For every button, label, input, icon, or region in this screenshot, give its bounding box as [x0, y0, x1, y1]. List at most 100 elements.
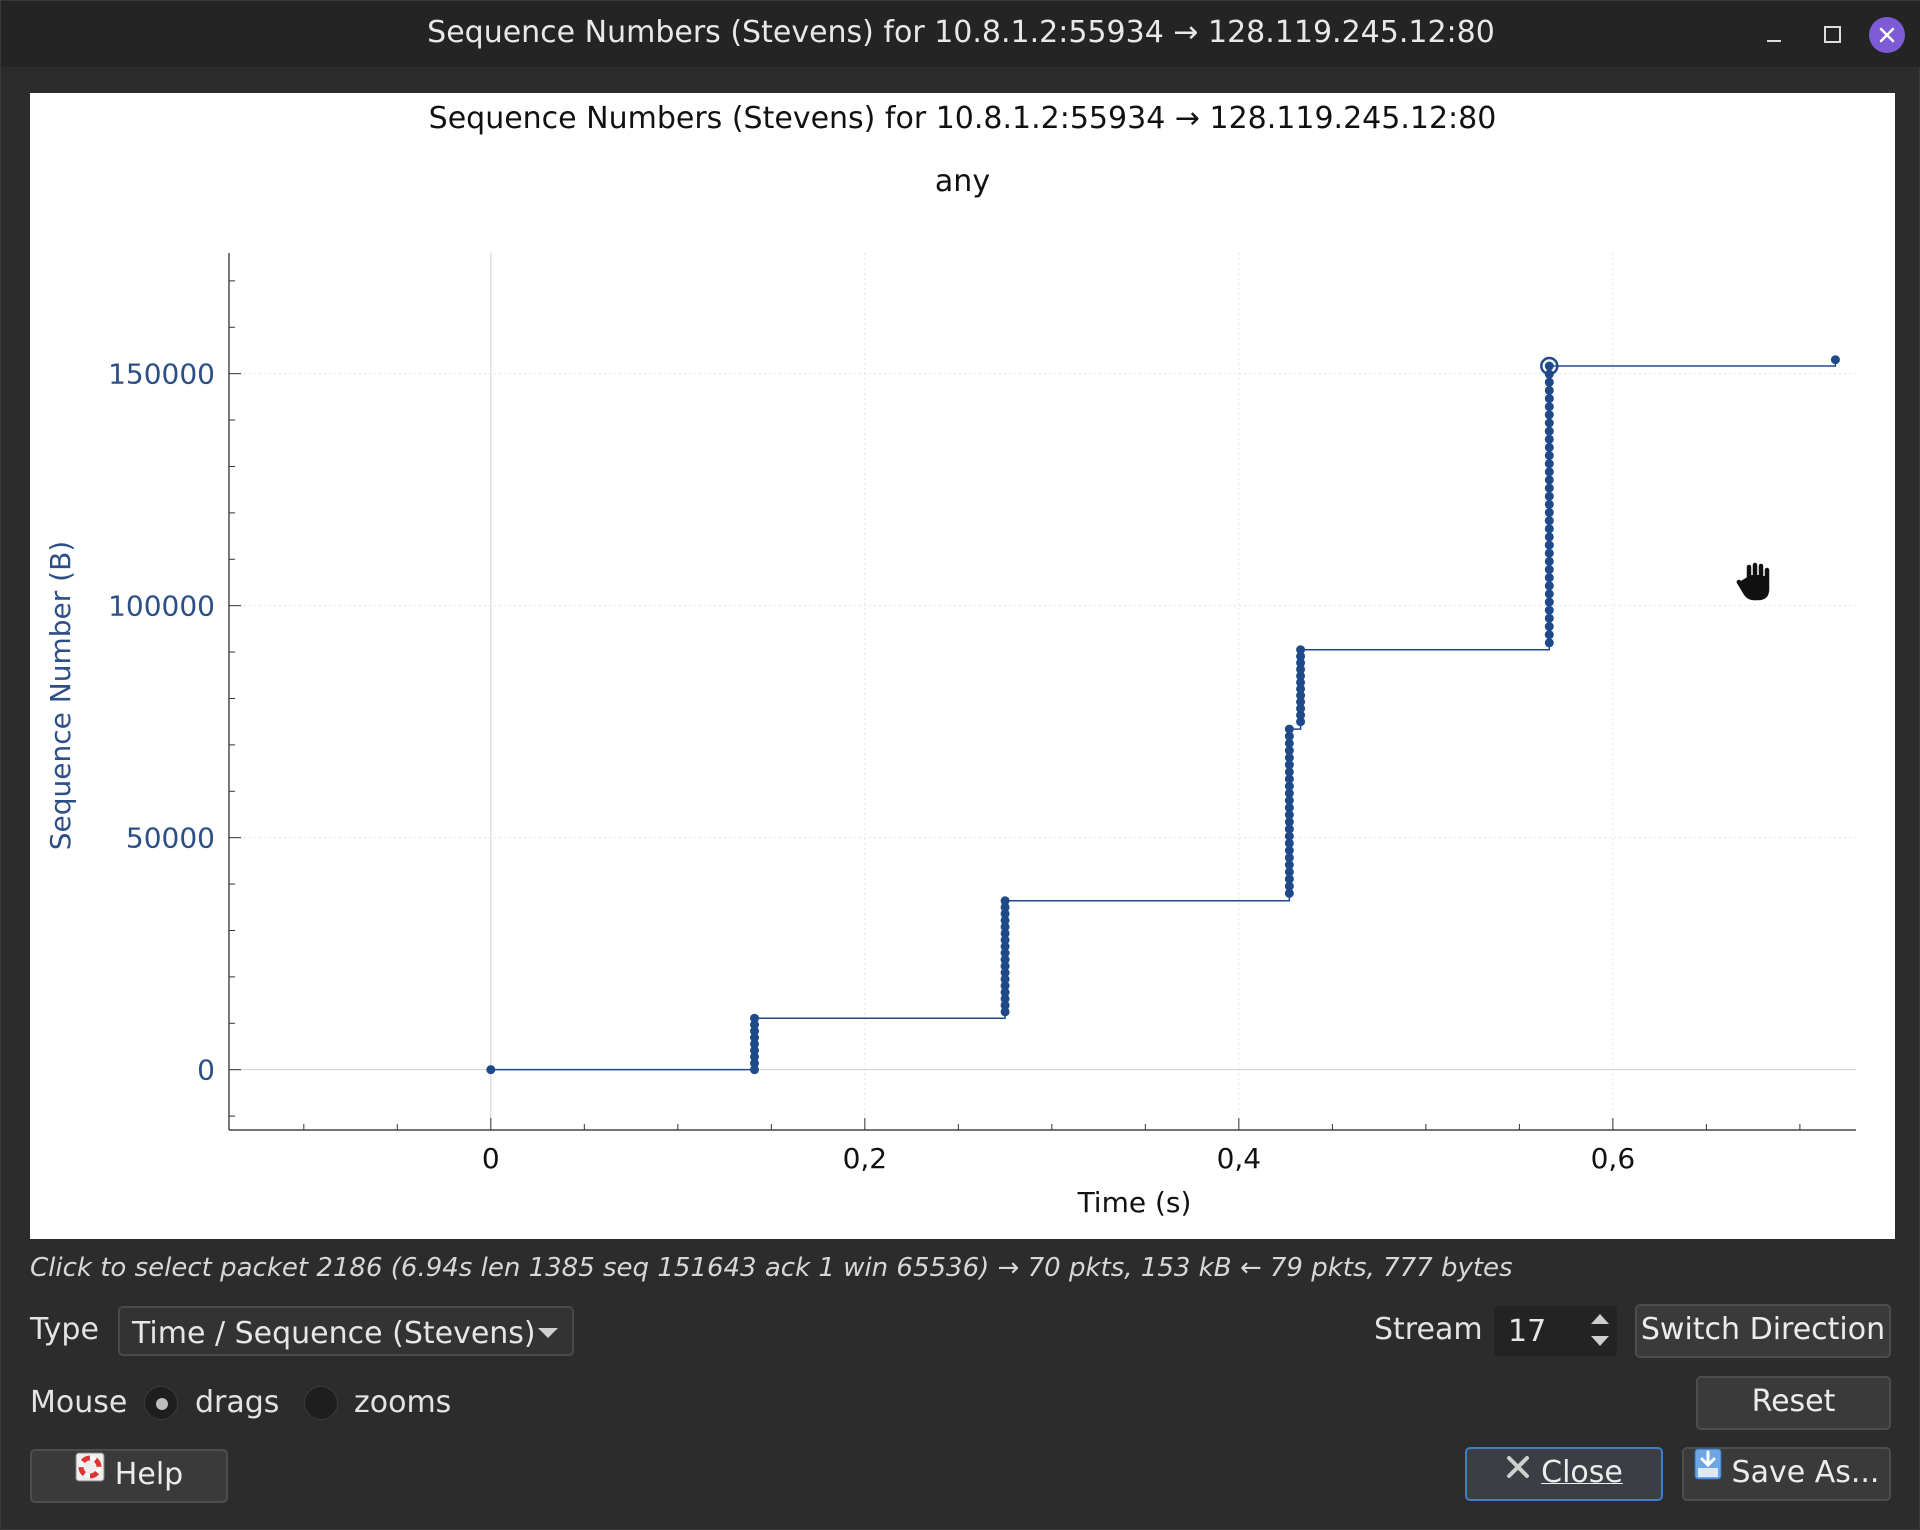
- data-point: [1000, 922, 1010, 932]
- zooms-radio[interactable]: [304, 1386, 338, 1420]
- graph-plot-area[interactable]: Sequence Numbers (Stevens) for 10.8.1.2:…: [30, 93, 1895, 1239]
- data-point: [486, 1065, 496, 1075]
- data-point: [1284, 753, 1294, 763]
- close-window-icon[interactable]: [1869, 17, 1905, 53]
- data-point: [1544, 483, 1554, 493]
- data-point: [1544, 508, 1554, 518]
- data-point: [750, 1033, 760, 1043]
- data-point: [1544, 516, 1554, 526]
- data-point: [1284, 803, 1294, 813]
- switch-direction-button[interactable]: Switch Direction: [1635, 1304, 1891, 1358]
- type-label: Type: [30, 1312, 99, 1347]
- data-point: [1544, 565, 1554, 575]
- graph-type-select[interactable]: Time / Sequence (Stevens): [118, 1306, 574, 1356]
- data-point: [1544, 467, 1554, 477]
- data-point: [1284, 860, 1294, 870]
- data-point: [1284, 881, 1294, 891]
- maximize-icon[interactable]: [1815, 17, 1849, 51]
- help-lifebuoy-icon: [75, 1449, 105, 1497]
- reset-button[interactable]: Reset: [1696, 1376, 1891, 1430]
- plot-title: Sequence Numbers (Stevens) for 10.8.1.2:…: [428, 101, 1497, 136]
- stream-label: Stream: [1374, 1312, 1483, 1347]
- data-point: [1284, 746, 1294, 756]
- data-point: [1000, 1000, 1010, 1010]
- data-point: [1284, 724, 1294, 734]
- data-point: [1000, 961, 1010, 971]
- data-point: [1284, 824, 1294, 834]
- data-point: [1284, 838, 1294, 848]
- data-point: [1296, 677, 1306, 687]
- graph-type-value: Time / Sequence (Stevens): [132, 1316, 536, 1351]
- y-tick-label: 150000: [108, 358, 215, 391]
- data-point: [1544, 638, 1554, 648]
- data-point: [1544, 385, 1554, 395]
- close-x-icon: [1505, 1447, 1531, 1495]
- window-title: Sequence Numbers (Stevens) for 10.8.1.2:…: [427, 15, 1495, 50]
- data-point: [1000, 981, 1010, 991]
- spin-down-icon[interactable]: [1591, 1336, 1609, 1346]
- help-button[interactable]: Help: [30, 1449, 228, 1503]
- data-point: [1544, 597, 1554, 607]
- data-point: [1544, 540, 1554, 550]
- data-point: [1296, 704, 1306, 714]
- data-point: [750, 1020, 760, 1030]
- data-point: [1544, 434, 1554, 444]
- minimize-icon[interactable]: [1759, 17, 1793, 51]
- data-point: [1296, 664, 1306, 674]
- drags-label[interactable]: drags: [195, 1385, 280, 1420]
- data-point: [750, 1058, 760, 1068]
- data-point: [1544, 402, 1554, 412]
- help-label: Help: [114, 1457, 184, 1492]
- data-point: [1000, 1007, 1010, 1017]
- data-point: [750, 1039, 760, 1049]
- x-tick-label: 0: [482, 1142, 500, 1175]
- save-as-button[interactable]: Save As...: [1682, 1447, 1891, 1501]
- data-point: [1544, 589, 1554, 599]
- drags-radio[interactable]: [144, 1386, 178, 1420]
- data-point: [1544, 581, 1554, 591]
- data-point: [1296, 717, 1306, 727]
- sequence-chart[interactable]: 0 0,2 0,4 0,6 0 50000 100000 150000 Time (s) Sequ…: [30, 93, 1895, 1239]
- x-tick-label: 0,6: [1591, 1142, 1636, 1175]
- data-point: [1544, 442, 1554, 452]
- data-point: [1284, 774, 1294, 784]
- close-button[interactable]: Close: [1465, 1447, 1663, 1501]
- data-point: [750, 1013, 760, 1023]
- y-axis-title: Sequence Number (B): [44, 541, 77, 850]
- data-point: [750, 1026, 760, 1036]
- data-point: [1544, 499, 1554, 509]
- data-point: [1544, 556, 1554, 566]
- data-point: [1000, 955, 1010, 965]
- data-point: [1000, 902, 1010, 912]
- data-point: [1296, 691, 1306, 701]
- data-point: [1296, 645, 1306, 655]
- spin-up-icon[interactable]: [1591, 1314, 1609, 1324]
- data-point: [1544, 630, 1554, 640]
- zooms-label[interactable]: zooms: [354, 1385, 452, 1420]
- data-point: [1284, 781, 1294, 791]
- data-point: [750, 1052, 760, 1062]
- data-point: [1284, 788, 1294, 798]
- data-point: [1544, 377, 1554, 387]
- x-axis-title: Time (s): [1077, 1186, 1192, 1219]
- title-bar[interactable]: Sequence Numbers (Stevens) for 10.8.1.2:…: [1, 1, 1920, 67]
- data-point: [1000, 948, 1010, 958]
- data-point: [1000, 928, 1010, 938]
- data-point: [1284, 767, 1294, 777]
- data-point: [1000, 987, 1010, 997]
- status-hint: Click to select packet 2186 (6.94s len 1…: [30, 1253, 1513, 1283]
- data-point: [1544, 451, 1554, 461]
- data-point: [1544, 621, 1554, 631]
- y-tick-label: 100000: [108, 590, 215, 623]
- stream-spinbox[interactable]: 17: [1494, 1306, 1617, 1356]
- data-point: [1544, 410, 1554, 420]
- data-point: [1284, 817, 1294, 827]
- data-point: [1000, 915, 1010, 925]
- data-point: [1296, 684, 1306, 694]
- data-point: [1544, 524, 1554, 534]
- data-point: [1284, 731, 1294, 741]
- data-point: [1284, 760, 1294, 770]
- chevron-down-icon: [538, 1328, 558, 1338]
- data-point: [1284, 831, 1294, 841]
